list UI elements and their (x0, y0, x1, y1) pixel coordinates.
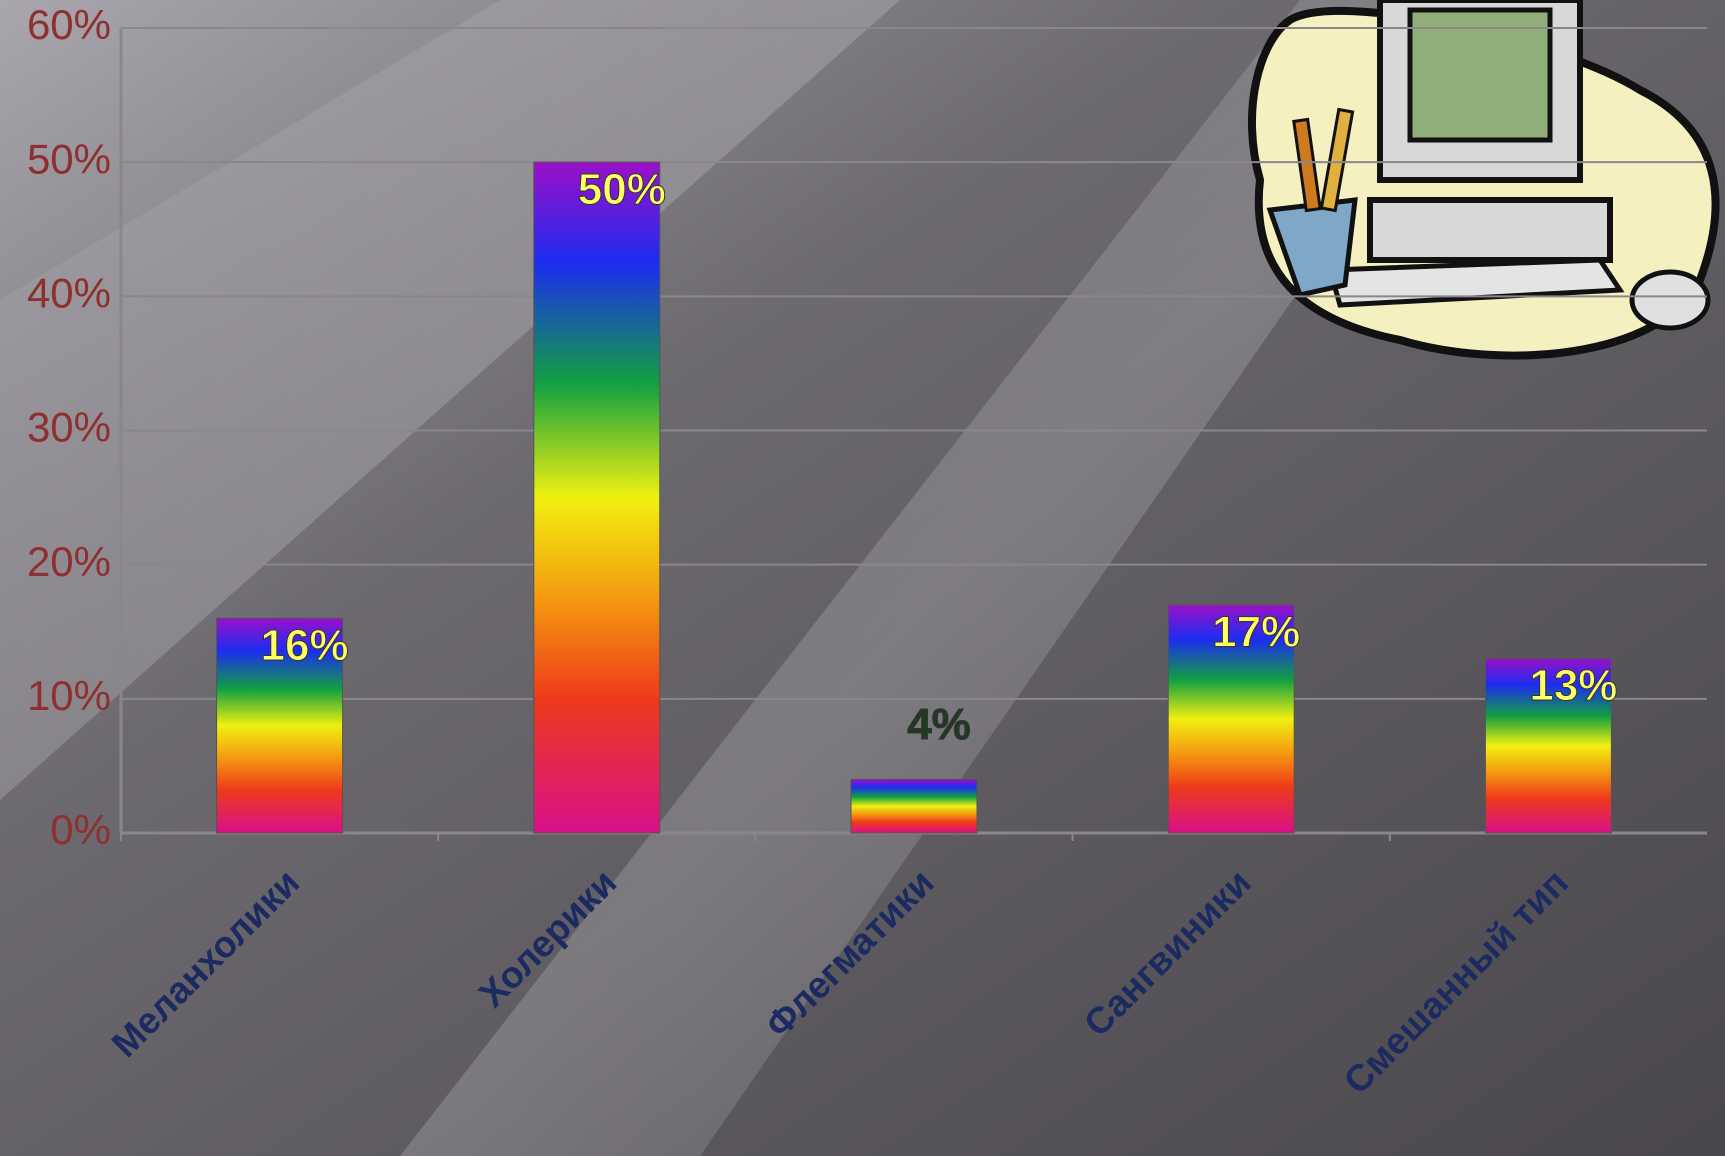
chart: 0%10%20%30%40%50%60%Меланхолики16%Холери… (0, 0, 1725, 1156)
y-tick-label: 0% (50, 806, 111, 853)
data-label: 4% (907, 700, 971, 749)
bar (851, 779, 977, 833)
data-label: 50% (578, 165, 666, 214)
page: 0%10%20%30%40%50%60%Меланхолики16%Холери… (0, 0, 1725, 1156)
y-tick-label: 30% (27, 404, 111, 451)
y-tick-label: 20% (27, 538, 111, 585)
bar (534, 162, 660, 833)
y-tick-label: 10% (27, 672, 111, 719)
y-tick-label: 60% (27, 1, 111, 48)
data-label: 16% (261, 621, 349, 670)
data-label: 17% (1212, 608, 1300, 657)
data-label: 13% (1529, 661, 1617, 710)
y-tick-label: 50% (27, 135, 111, 182)
y-tick-label: 40% (27, 269, 111, 316)
